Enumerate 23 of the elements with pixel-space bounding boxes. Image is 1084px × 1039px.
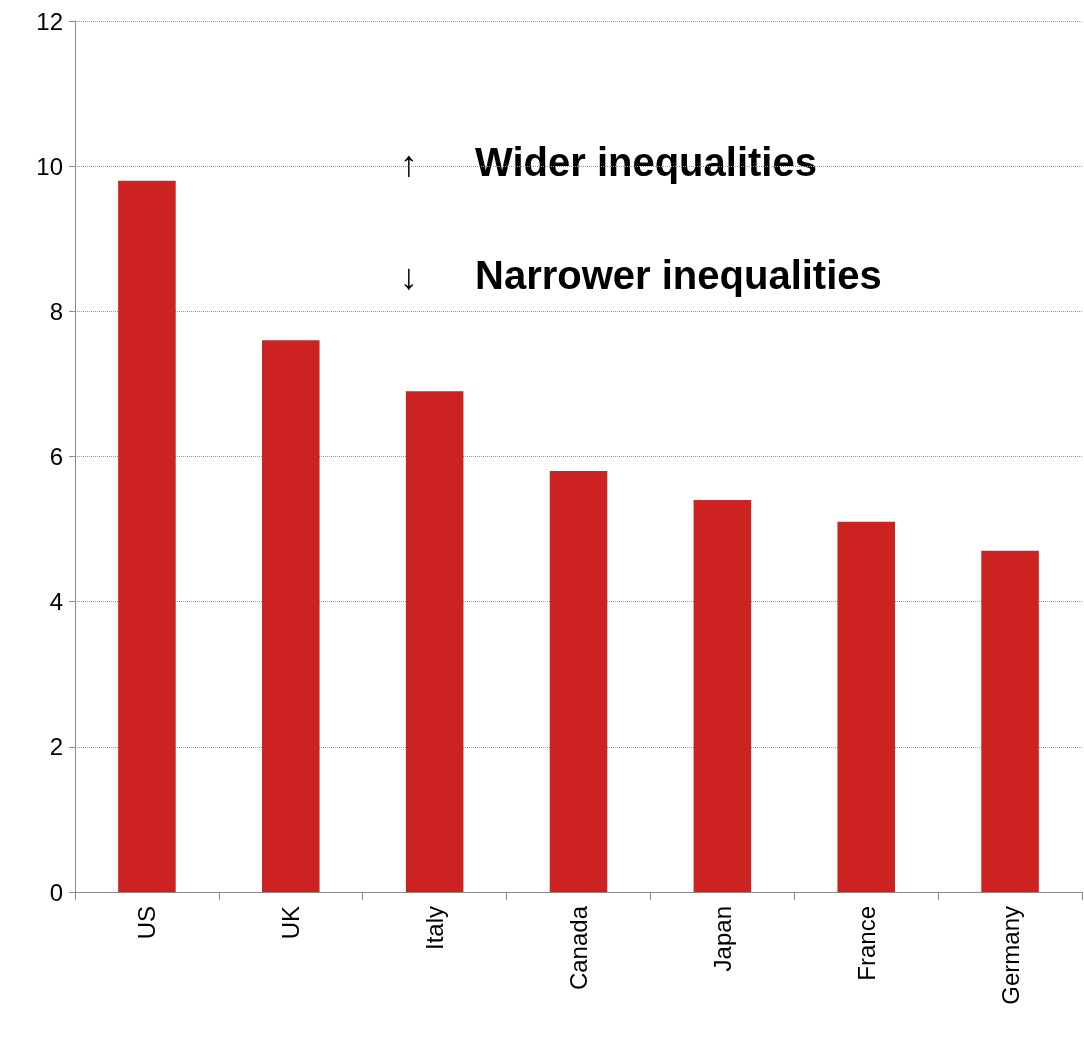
x-tick-label: Germany <box>996 906 1024 1005</box>
bar <box>262 340 320 892</box>
bar <box>837 521 895 892</box>
x-tick-label: France <box>852 906 880 981</box>
bar <box>981 550 1039 892</box>
bar <box>405 391 464 892</box>
y-tick-label: 0 <box>49 878 63 906</box>
y-tick-label: 6 <box>49 443 63 470</box>
y-tick-label: 4 <box>49 588 63 616</box>
x-tick-label: Japan <box>708 906 736 972</box>
text: ↑ Wider inequalities <box>400 140 817 184</box>
text: ↓ Narrower inequalities <box>400 253 882 297</box>
x-tick-label: UK <box>277 906 305 940</box>
bar <box>118 180 176 892</box>
y-tick-label: 2 <box>49 733 63 761</box>
x-tick-label: Italy <box>421 906 449 951</box>
bar <box>549 471 608 892</box>
y-tick-label: 8 <box>49 297 63 325</box>
x-tick-label: Canada <box>565 905 592 991</box>
x-tick-label: US <box>133 906 161 940</box>
y-tick-label: 10 <box>36 152 63 180</box>
bar <box>693 500 752 892</box>
y-tick-label: 12 <box>36 7 63 35</box>
